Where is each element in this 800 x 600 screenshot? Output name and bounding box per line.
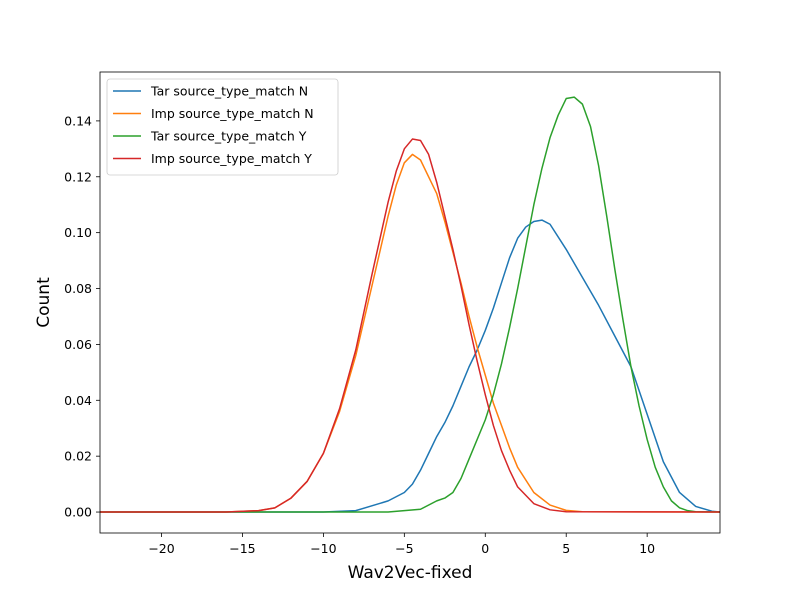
x-tick-label: 10 [639,541,655,556]
y-tick-label: 0.00 [64,505,92,520]
x-tick-label: 5 [562,541,570,556]
series-line-4 [100,138,720,513]
y-tick-label: 0.06 [64,337,92,352]
x-tick-label: −20 [148,541,174,556]
series-line-1 [100,219,720,513]
legend-box [106,78,339,176]
legend-label-2: Imp source_type_match N [151,106,314,121]
legend-label-4: Imp source_type_match Y [151,151,312,166]
y-axis-label: Count [34,277,54,328]
series-group [100,96,720,513]
x-tick-label: 0 [481,541,489,556]
y-tick-label: 0.12 [64,169,92,184]
legend-label-3: Tar source_type_match Y [150,129,307,144]
x-tick-label: −5 [395,541,413,556]
y-tick-label: 0.10 [64,225,92,240]
y-tick-label: 0.14 [64,113,92,128]
x-axis-label: Wav2Vec-fixed [348,563,473,583]
x-tick-label: −15 [229,541,255,556]
y-tick-label: 0.04 [64,393,92,408]
legend-label-1: Tar source_type_match N [150,84,308,99]
y-tick-label: 0.08 [64,281,92,296]
x-tick-label: −10 [310,541,336,556]
series-line-3 [100,96,720,513]
axes-frame [99,71,721,534]
y-tick-label: 0.02 [64,449,92,464]
